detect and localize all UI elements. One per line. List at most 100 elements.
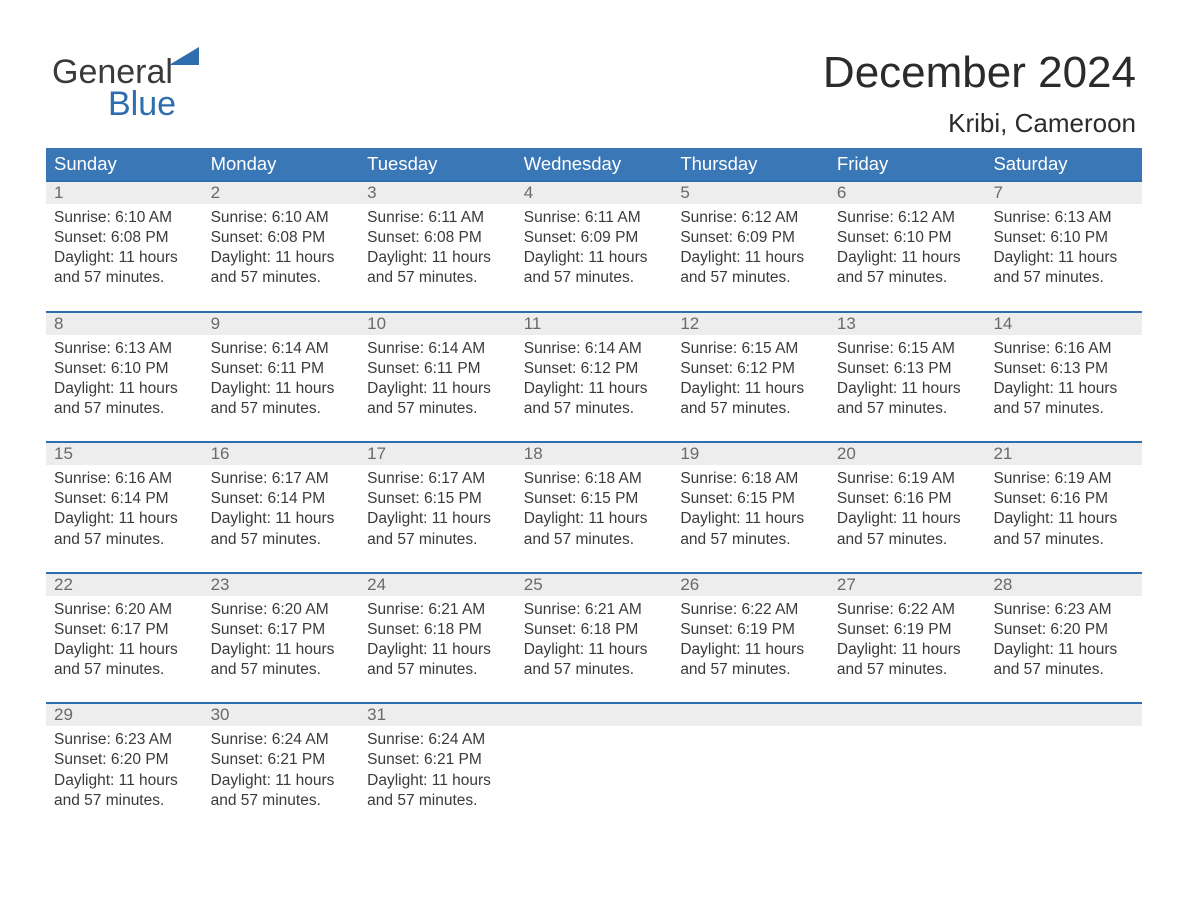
sunset-line: Sunset: 6:09 PM [524,228,665,248]
week: 15161718192021Sunrise: 6:16 AMSunset: 6:… [46,441,1142,572]
dow-row: SundayMondayTuesdayWednesdayThursdayFrid… [46,148,1142,180]
body-row: Sunrise: 6:10 AMSunset: 6:08 PMDaylight:… [46,204,1142,311]
daylight-line: Daylight: 11 hours and 57 minutes. [367,248,508,288]
daynum-cell: 20 [829,444,986,464]
daylight-line: Daylight: 11 hours and 57 minutes. [211,248,352,288]
sunrise-line: Sunrise: 6:24 AM [211,730,352,750]
brand-triangle-icon [169,43,199,65]
sunrise-line: Sunrise: 6:18 AM [680,469,821,489]
dow-cell: Tuesday [359,153,516,175]
day-cell: Sunrise: 6:20 AMSunset: 6:17 PMDaylight:… [203,596,360,681]
sunset-line: Sunset: 6:17 PM [54,620,195,640]
month-title: December 2024 [823,48,1136,98]
sunset-line: Sunset: 6:08 PM [367,228,508,248]
day-cell: Sunrise: 6:24 AMSunset: 6:21 PMDaylight:… [203,726,360,811]
sunrise-line: Sunrise: 6:11 AM [367,208,508,228]
sunset-line: Sunset: 6:20 PM [993,620,1134,640]
day-cell: Sunrise: 6:13 AMSunset: 6:10 PMDaylight:… [46,335,203,420]
daylight-line: Daylight: 11 hours and 57 minutes. [211,640,352,680]
daylight-line: Daylight: 11 hours and 57 minutes. [524,509,665,549]
week: 293031Sunrise: 6:23 AMSunset: 6:20 PMDay… [46,702,1142,833]
week: 22232425262728Sunrise: 6:20 AMSunset: 6:… [46,572,1142,703]
daylight-line: Daylight: 11 hours and 57 minutes. [993,248,1134,288]
day-cell: Sunrise: 6:22 AMSunset: 6:19 PMDaylight:… [829,596,986,681]
sunrise-line: Sunrise: 6:21 AM [524,600,665,620]
sunset-line: Sunset: 6:14 PM [54,489,195,509]
calendar: SundayMondayTuesdayWednesdayThursdayFrid… [46,148,1142,833]
sunrise-line: Sunrise: 6:14 AM [211,339,352,359]
sunset-line: Sunset: 6:08 PM [54,228,195,248]
daynum-cell: 22 [46,575,203,595]
daylight-line: Daylight: 11 hours and 57 minutes. [211,771,352,811]
daylight-line: Daylight: 11 hours and 57 minutes. [993,509,1134,549]
day-cell: Sunrise: 6:22 AMSunset: 6:19 PMDaylight:… [672,596,829,681]
daynum-cell: 7 [985,183,1142,203]
page-root: General Blue December 2024 Kribi, Camero… [0,0,1188,833]
sunset-line: Sunset: 6:10 PM [993,228,1134,248]
day-cell: Sunrise: 6:17 AMSunset: 6:14 PMDaylight:… [203,465,360,550]
sunset-line: Sunset: 6:10 PM [54,359,195,379]
daylight-line: Daylight: 11 hours and 57 minutes. [367,379,508,419]
daynum-row: 891011121314 [46,313,1142,335]
sunrise-line: Sunrise: 6:20 AM [211,600,352,620]
daynum-cell: 16 [203,444,360,464]
sunset-line: Sunset: 6:18 PM [367,620,508,640]
day-cell [672,726,829,811]
daynum-cell: 21 [985,444,1142,464]
daynum-cell: 12 [672,314,829,334]
daynum-cell: 27 [829,575,986,595]
sunset-line: Sunset: 6:17 PM [211,620,352,640]
daynum-cell: 10 [359,314,516,334]
day-cell: Sunrise: 6:14 AMSunset: 6:11 PMDaylight:… [359,335,516,420]
daylight-line: Daylight: 11 hours and 57 minutes. [680,379,821,419]
brand-logo: General Blue [52,56,203,121]
day-cell: Sunrise: 6:15 AMSunset: 6:12 PMDaylight:… [672,335,829,420]
daylight-line: Daylight: 11 hours and 57 minutes. [680,248,821,288]
daylight-line: Daylight: 11 hours and 57 minutes. [367,509,508,549]
daynum-cell: 13 [829,314,986,334]
daynum-cell: 5 [672,183,829,203]
daynum-cell: 2 [203,183,360,203]
sunrise-line: Sunrise: 6:16 AM [993,339,1134,359]
daylight-line: Daylight: 11 hours and 57 minutes. [837,509,978,549]
daylight-line: Daylight: 11 hours and 57 minutes. [837,379,978,419]
day-cell: Sunrise: 6:16 AMSunset: 6:13 PMDaylight:… [985,335,1142,420]
daylight-line: Daylight: 11 hours and 57 minutes. [524,248,665,288]
sunrise-line: Sunrise: 6:22 AM [837,600,978,620]
day-cell: Sunrise: 6:14 AMSunset: 6:12 PMDaylight:… [516,335,673,420]
daynum-cell: 29 [46,705,203,725]
day-cell: Sunrise: 6:17 AMSunset: 6:15 PMDaylight:… [359,465,516,550]
daynum-cell: 18 [516,444,673,464]
daynum-cell: 28 [985,575,1142,595]
daylight-line: Daylight: 11 hours and 57 minutes. [54,640,195,680]
sunrise-line: Sunrise: 6:15 AM [680,339,821,359]
daylight-line: Daylight: 11 hours and 57 minutes. [680,509,821,549]
location-label: Kribi, Cameroon [823,108,1136,139]
day-cell: Sunrise: 6:23 AMSunset: 6:20 PMDaylight:… [985,596,1142,681]
sunset-line: Sunset: 6:12 PM [524,359,665,379]
daynum-cell: 9 [203,314,360,334]
sunrise-line: Sunrise: 6:19 AM [837,469,978,489]
day-cell [829,726,986,811]
day-cell: Sunrise: 6:18 AMSunset: 6:15 PMDaylight:… [672,465,829,550]
sunset-line: Sunset: 6:08 PM [211,228,352,248]
sunrise-line: Sunrise: 6:23 AM [54,730,195,750]
daynum-row: 15161718192021 [46,443,1142,465]
sunrise-line: Sunrise: 6:23 AM [993,600,1134,620]
daynum-cell: 11 [516,314,673,334]
daynum-cell: 14 [985,314,1142,334]
day-cell: Sunrise: 6:16 AMSunset: 6:14 PMDaylight:… [46,465,203,550]
daynum-cell: 26 [672,575,829,595]
day-cell: Sunrise: 6:18 AMSunset: 6:15 PMDaylight:… [516,465,673,550]
daylight-line: Daylight: 11 hours and 57 minutes. [524,640,665,680]
day-cell: Sunrise: 6:11 AMSunset: 6:09 PMDaylight:… [516,204,673,289]
daynum-row: 1234567 [46,182,1142,204]
sunset-line: Sunset: 6:20 PM [54,750,195,770]
daynum-cell: 24 [359,575,516,595]
day-cell: Sunrise: 6:12 AMSunset: 6:10 PMDaylight:… [829,204,986,289]
sunrise-line: Sunrise: 6:24 AM [367,730,508,750]
sunset-line: Sunset: 6:19 PM [837,620,978,640]
title-block: December 2024 Kribi, Cameroon [823,48,1136,139]
daynum-cell: 31 [359,705,516,725]
sunrise-line: Sunrise: 6:17 AM [367,469,508,489]
